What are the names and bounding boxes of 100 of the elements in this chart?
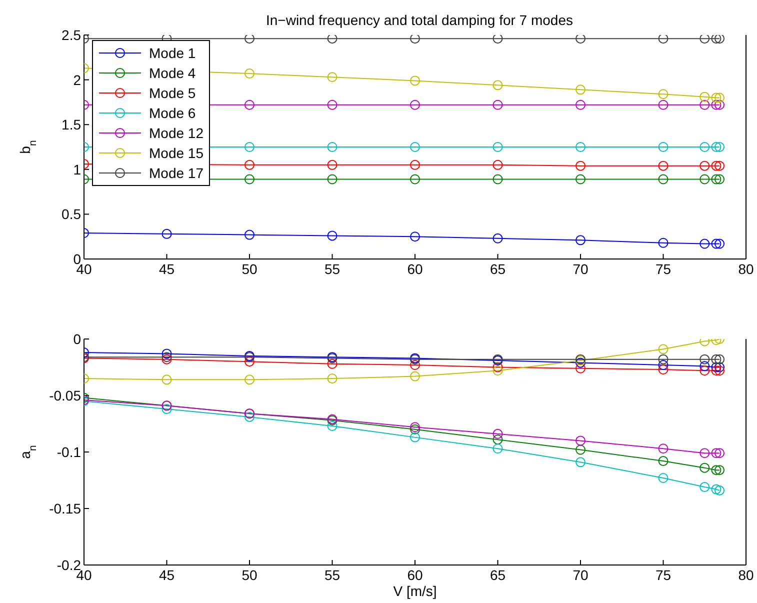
point bbox=[327, 142, 338, 152]
point bbox=[492, 174, 503, 184]
y-tick-label: 2.5 bbox=[62, 26, 82, 43]
chart-title: In−wind frequency and total damping for 7 modes bbox=[264, 12, 574, 28]
point bbox=[658, 238, 668, 248]
point bbox=[711, 142, 722, 152]
point bbox=[410, 100, 420, 110]
point bbox=[658, 354, 668, 364]
point bbox=[714, 366, 725, 376]
point bbox=[658, 472, 668, 483]
point bbox=[244, 412, 254, 422]
point bbox=[327, 421, 338, 432]
point bbox=[492, 100, 503, 110]
point bbox=[492, 362, 503, 372]
point bbox=[244, 174, 254, 184]
point bbox=[700, 92, 710, 102]
point bbox=[711, 160, 722, 171]
point bbox=[576, 174, 586, 184]
point bbox=[711, 100, 722, 110]
point bbox=[327, 230, 338, 241]
point bbox=[410, 432, 420, 442]
point bbox=[714, 485, 725, 496]
x-tick-label: 45 bbox=[158, 566, 175, 583]
point bbox=[492, 160, 503, 170]
x-tick-label: 55 bbox=[324, 566, 340, 583]
legend-label: Mode 6 bbox=[149, 104, 196, 123]
point bbox=[711, 35, 722, 44]
legend-label: Mode 15 bbox=[149, 144, 204, 163]
point bbox=[576, 358, 586, 368]
x-tick-label: 75 bbox=[655, 566, 672, 583]
point bbox=[327, 72, 338, 82]
point bbox=[492, 434, 503, 445]
point bbox=[700, 142, 710, 152]
y-tick-label: 2 bbox=[73, 72, 82, 88]
x-tick-label: 65 bbox=[490, 566, 506, 583]
point bbox=[576, 142, 586, 152]
x-tick-label: 55 bbox=[324, 260, 340, 277]
point bbox=[714, 362, 725, 372]
point bbox=[244, 68, 254, 79]
x-tick-label: 45 bbox=[158, 260, 175, 277]
y-tick-label: -0.1 bbox=[56, 444, 82, 460]
point bbox=[576, 363, 586, 374]
point bbox=[658, 444, 668, 454]
point bbox=[714, 35, 725, 44]
x-tick-label: 70 bbox=[572, 260, 588, 277]
y-tick-label: 1 bbox=[73, 161, 82, 178]
y-tick-label: 0 bbox=[73, 330, 82, 347]
point bbox=[658, 344, 668, 354]
point bbox=[327, 374, 338, 384]
point bbox=[711, 354, 722, 364]
point bbox=[327, 35, 338, 44]
point bbox=[711, 448, 722, 458]
legend-label: Mode 17 bbox=[149, 164, 204, 183]
point bbox=[492, 444, 503, 454]
x-tick-label: 60 bbox=[407, 260, 423, 277]
point bbox=[492, 80, 503, 90]
point bbox=[714, 354, 725, 364]
x-tick-label: 70 bbox=[572, 566, 588, 583]
point bbox=[327, 160, 338, 170]
point bbox=[492, 366, 503, 376]
point bbox=[714, 160, 725, 171]
x-tick-label: 60 bbox=[407, 566, 423, 583]
point bbox=[492, 35, 503, 44]
point bbox=[492, 428, 503, 439]
point bbox=[576, 457, 586, 468]
y-tick-label: 0.5 bbox=[62, 206, 82, 222]
point bbox=[700, 361, 710, 372]
point bbox=[711, 484, 722, 494]
point bbox=[700, 174, 710, 184]
x-tick-label: 65 bbox=[490, 260, 506, 277]
legend-label: Mode 1 bbox=[149, 44, 196, 63]
point bbox=[714, 100, 725, 110]
point bbox=[244, 374, 254, 385]
point bbox=[658, 174, 668, 184]
point bbox=[700, 100, 710, 110]
x-tick-label: 50 bbox=[242, 260, 258, 277]
x-tick-label: 75 bbox=[655, 260, 672, 277]
point bbox=[576, 436, 586, 446]
point bbox=[576, 235, 586, 246]
legend-label: Mode 5 bbox=[149, 84, 196, 103]
point bbox=[410, 142, 420, 152]
point bbox=[162, 374, 172, 385]
point bbox=[410, 76, 420, 86]
point bbox=[711, 238, 722, 249]
point bbox=[700, 448, 710, 458]
point bbox=[658, 100, 668, 110]
point bbox=[658, 142, 668, 152]
point bbox=[714, 465, 725, 476]
point bbox=[244, 35, 254, 44]
point bbox=[576, 84, 586, 95]
point bbox=[714, 448, 725, 458]
point bbox=[492, 142, 503, 152]
legend-label: Mode 4 bbox=[149, 64, 196, 83]
x-tick-label: 80 bbox=[738, 566, 754, 583]
point bbox=[711, 362, 722, 372]
point bbox=[327, 358, 338, 369]
point bbox=[700, 462, 710, 473]
point bbox=[410, 360, 420, 370]
y-tick-label: -0.05 bbox=[49, 387, 82, 404]
point bbox=[714, 238, 725, 249]
